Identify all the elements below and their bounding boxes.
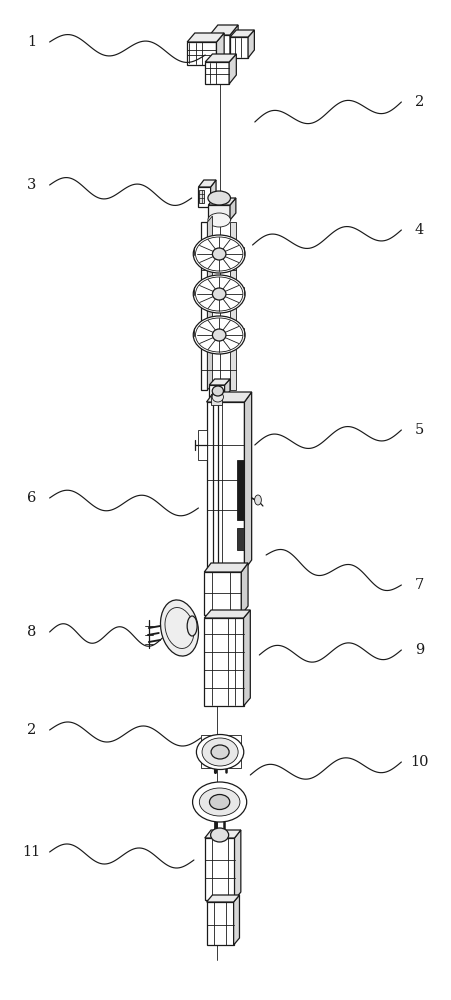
Polygon shape [230, 37, 248, 58]
Polygon shape [205, 62, 229, 84]
Ellipse shape [193, 782, 247, 822]
Ellipse shape [193, 275, 245, 313]
Polygon shape [207, 216, 212, 390]
Polygon shape [234, 895, 239, 945]
Polygon shape [237, 460, 244, 520]
Polygon shape [207, 392, 252, 402]
Ellipse shape [212, 392, 224, 402]
Ellipse shape [211, 828, 229, 842]
Polygon shape [198, 187, 211, 207]
Text: 10: 10 [410, 755, 429, 769]
Ellipse shape [199, 788, 240, 816]
Text: 1: 1 [27, 35, 36, 49]
Polygon shape [208, 198, 236, 205]
Text: 2: 2 [415, 95, 424, 109]
Polygon shape [208, 205, 230, 220]
Ellipse shape [254, 495, 261, 505]
Polygon shape [210, 35, 230, 60]
Polygon shape [244, 610, 250, 706]
Polygon shape [235, 830, 241, 900]
Polygon shape [225, 379, 230, 397]
Polygon shape [204, 572, 241, 615]
Polygon shape [230, 30, 254, 37]
Polygon shape [205, 830, 241, 838]
Polygon shape [230, 25, 238, 60]
Ellipse shape [212, 329, 226, 341]
Polygon shape [204, 618, 244, 706]
Ellipse shape [208, 213, 230, 227]
Polygon shape [244, 392, 252, 570]
Polygon shape [205, 54, 236, 62]
Text: 9: 9 [415, 643, 424, 657]
Text: 7: 7 [415, 578, 424, 592]
Polygon shape [198, 430, 207, 460]
Ellipse shape [187, 616, 197, 636]
Polygon shape [201, 222, 207, 390]
Polygon shape [199, 190, 204, 203]
Polygon shape [230, 198, 236, 220]
Text: 3: 3 [27, 178, 36, 192]
Polygon shape [211, 180, 216, 207]
Polygon shape [205, 838, 235, 900]
Text: 5: 5 [415, 423, 424, 437]
Polygon shape [211, 394, 222, 405]
Polygon shape [216, 33, 224, 65]
Polygon shape [198, 180, 216, 187]
Ellipse shape [209, 794, 230, 810]
Ellipse shape [161, 600, 198, 656]
Ellipse shape [212, 386, 224, 396]
Text: 4: 4 [415, 223, 424, 237]
Polygon shape [230, 222, 236, 390]
Text: 11: 11 [23, 845, 41, 859]
Polygon shape [204, 610, 250, 618]
Ellipse shape [193, 316, 245, 354]
Polygon shape [207, 902, 234, 945]
Polygon shape [187, 42, 216, 65]
Polygon shape [229, 54, 236, 84]
Polygon shape [204, 563, 248, 572]
Polygon shape [248, 30, 254, 58]
Ellipse shape [193, 235, 245, 273]
Polygon shape [237, 528, 244, 550]
Ellipse shape [196, 734, 244, 770]
Ellipse shape [212, 288, 226, 300]
Text: 6: 6 [27, 491, 36, 505]
Ellipse shape [202, 738, 238, 766]
Polygon shape [207, 895, 239, 902]
Ellipse shape [208, 191, 230, 205]
Text: 2: 2 [27, 723, 36, 737]
Polygon shape [209, 385, 225, 397]
Polygon shape [187, 33, 224, 42]
Ellipse shape [211, 745, 229, 759]
Polygon shape [241, 563, 248, 615]
Polygon shape [210, 25, 238, 35]
Polygon shape [207, 402, 244, 570]
Polygon shape [209, 379, 230, 385]
Text: 8: 8 [27, 625, 36, 639]
Ellipse shape [212, 248, 226, 260]
